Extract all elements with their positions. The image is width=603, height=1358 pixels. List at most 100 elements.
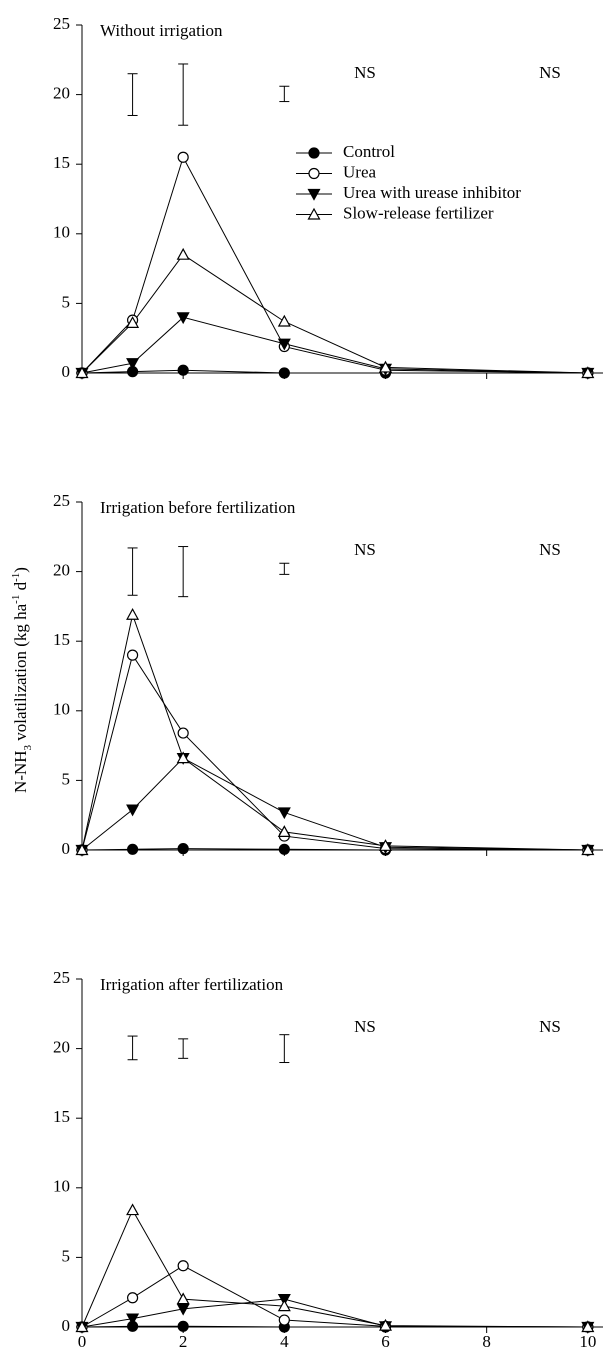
y-tick-label: 5 [62, 769, 71, 788]
marker [126, 1292, 139, 1304]
marker [278, 367, 290, 379]
annotation: NS [354, 1017, 376, 1036]
marker [277, 1299, 291, 1312]
legend-label: Urea [343, 162, 376, 181]
y-tick-label: 25 [53, 491, 70, 510]
marker [278, 1314, 290, 1326]
y-tick-label: 15 [53, 153, 70, 172]
annotation: NS [539, 63, 561, 82]
marker [308, 147, 320, 159]
marker [177, 151, 189, 163]
x-tick-label: 0 [78, 1332, 87, 1351]
y-tick-label: 10 [53, 1177, 70, 1196]
marker [75, 1320, 89, 1333]
marker [126, 608, 140, 620]
series-line [81, 612, 588, 851]
y-tick-label: 20 [53, 561, 70, 580]
x-tick-label: 4 [280, 1332, 289, 1351]
panel-title: Irrigation before fertilization [100, 498, 296, 517]
y-tick-label: 15 [53, 630, 70, 649]
x-tick-label: 8 [482, 1332, 491, 1351]
y-tick-label: 0 [62, 839, 71, 858]
marker [581, 366, 595, 379]
x-tick-label: 6 [381, 1332, 390, 1351]
series-line [81, 1265, 588, 1328]
marker [307, 188, 321, 201]
error-bar [127, 73, 138, 116]
marker [75, 366, 89, 379]
marker [378, 360, 393, 373]
marker [581, 843, 595, 856]
series-line [81, 757, 588, 851]
marker [176, 1303, 190, 1316]
panel-title: Irrigation after fertilization [100, 975, 284, 994]
annotation: NS [354, 63, 376, 82]
annotation: NS [354, 540, 376, 559]
marker [277, 338, 291, 351]
marker [307, 207, 321, 220]
annotation: NS [539, 1017, 561, 1036]
y-tick-label: 20 [53, 1038, 70, 1057]
marker [177, 1320, 189, 1332]
y-tick-label: 25 [53, 14, 70, 33]
error-bar [127, 547, 138, 596]
marker [277, 825, 291, 838]
legend-label: Control [343, 142, 395, 161]
marker [177, 1260, 189, 1272]
marker [277, 314, 291, 327]
series-line [81, 1208, 588, 1328]
marker [126, 358, 140, 371]
error-bar [279, 1034, 290, 1064]
series-line [81, 155, 588, 374]
marker [176, 312, 190, 325]
y-tick-label: 5 [62, 1246, 71, 1265]
marker [378, 839, 393, 851]
marker [176, 247, 190, 260]
marker [126, 804, 140, 817]
marker [177, 843, 189, 855]
error-bar [178, 546, 189, 598]
series-line [81, 1325, 588, 1328]
error-bar [279, 562, 290, 575]
marker [126, 1313, 140, 1326]
marker [75, 843, 89, 856]
marker [277, 807, 291, 820]
marker [126, 1203, 140, 1216]
y-tick-label: 20 [53, 84, 70, 103]
series-line [81, 653, 588, 851]
error-bar [279, 85, 290, 103]
marker [126, 316, 140, 328]
y-tick-label: 5 [62, 292, 71, 311]
series-line [81, 254, 588, 374]
marker [176, 1292, 190, 1305]
marker [176, 751, 190, 764]
y-tick-label: 0 [62, 362, 71, 381]
y-tick-label: 0 [62, 1316, 71, 1335]
y-tick-label: 10 [53, 223, 70, 242]
marker [126, 649, 139, 661]
marker [278, 843, 290, 855]
annotation: NS [539, 540, 561, 559]
error-bar [178, 1038, 189, 1059]
series-line [81, 369, 588, 374]
y-tick-label: 25 [53, 968, 70, 987]
marker [177, 727, 189, 739]
y-tick-label: 15 [53, 1107, 70, 1126]
marker [378, 1318, 393, 1331]
error-bar [127, 1035, 138, 1061]
legend-label: Urea with urease inhibitor [343, 183, 521, 202]
series-line [81, 1298, 588, 1328]
x-tick-label: 2 [179, 1332, 188, 1351]
x-tick-label: 10 [579, 1332, 596, 1351]
marker [308, 167, 320, 180]
marker [581, 1320, 595, 1333]
series-line [81, 848, 588, 851]
marker [126, 843, 139, 855]
marker [177, 364, 189, 376]
y-tick-label: 10 [53, 700, 70, 719]
y-axis-label: N-NH3 volatilization (kg ha-1 d-1) [10, 567, 34, 793]
series-line [81, 316, 588, 374]
legend-label: Slow-release fertilizer [343, 203, 494, 222]
panel-title: Without irrigation [100, 21, 223, 40]
